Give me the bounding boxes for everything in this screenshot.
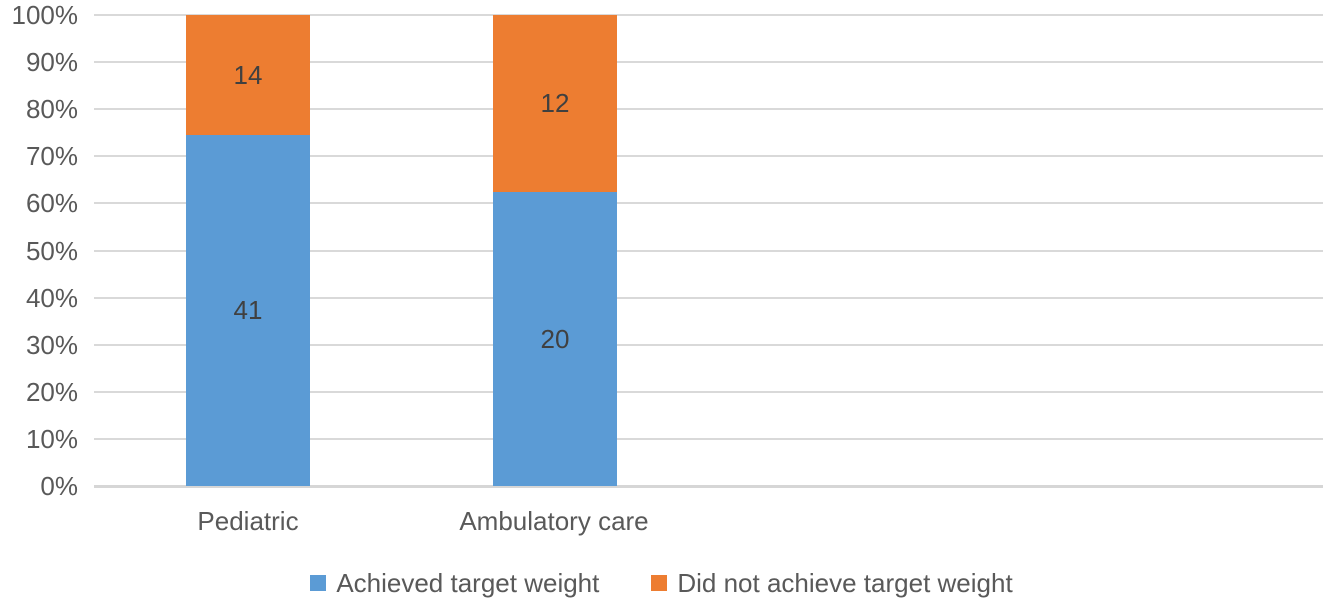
gridline-80% [94, 108, 1323, 111]
gridline-10% [94, 437, 1323, 440]
bar-segment-did-not-achieve-target-weight: 12 [493, 15, 617, 192]
legend-label: Achieved target weight [336, 568, 600, 598]
data-label: 14 [233, 59, 263, 90]
bar-segment-achieved-target-weight: 20 [493, 191, 617, 486]
y-tick-label-0%: 0% [40, 471, 78, 501]
y-tick-label-70%: 70% [25, 141, 78, 172]
y-tick-label-60%: 60% [25, 188, 78, 219]
gridline-30% [94, 343, 1323, 346]
y-tick-label-20%: 20% [25, 376, 78, 407]
y-tick-label-100%: 100% [11, 0, 79, 30]
plot-area: 41 14 20 12 [94, 14, 1323, 488]
legend-swatch-icon [310, 575, 327, 591]
bar-segment-achieved-target-weight: 41 [186, 134, 310, 486]
x-axis-line [94, 485, 1323, 488]
bar-pediatric: 41 14 [186, 15, 310, 486]
x-axis: Pediatric Ambulatory care [0, 504, 1323, 544]
x-category-label-pediatric: Pediatric [197, 506, 299, 536]
data-label: 41 [233, 295, 263, 326]
data-label: 20 [540, 323, 570, 354]
gridline-70% [94, 155, 1323, 158]
y-tick-label-40%: 40% [25, 282, 78, 313]
bar-segment-did-not-achieve-target-weight: 14 [186, 15, 310, 135]
y-tick-label-10%: 10% [25, 423, 78, 454]
legend-swatch-icon [651, 575, 668, 591]
legend-label: Did not achieve target weight [677, 568, 1013, 598]
legend: Achieved target weight Did not achieve ta… [0, 568, 1323, 598]
gridline-50% [94, 249, 1323, 252]
y-tick-label-80%: 80% [25, 94, 78, 125]
gridline-60% [94, 202, 1323, 205]
x-category-label-ambulatory-care: Ambulatory care [459, 506, 649, 536]
gridline-90% [94, 61, 1323, 64]
gridline-20% [94, 390, 1323, 393]
y-tick-label-30%: 30% [25, 329, 78, 360]
gridline-100% [94, 14, 1323, 16]
legend-item-achieved-target-weight: Achieved target weight [310, 568, 599, 598]
y-tick-label-90%: 90% [25, 47, 78, 78]
bar-ambulatory-care: 20 12 [493, 15, 617, 486]
y-axis: 0% 10% 20% 30% 40% 50% 60% 70% 80% 90% 100% [0, 0, 80, 610]
data-label: 12 [540, 88, 570, 119]
gridline-40% [94, 296, 1323, 299]
y-tick-label-50%: 50% [25, 235, 78, 266]
legend-item-did-not-achieve-target-weight: Did not achieve target weight [651, 568, 1013, 598]
